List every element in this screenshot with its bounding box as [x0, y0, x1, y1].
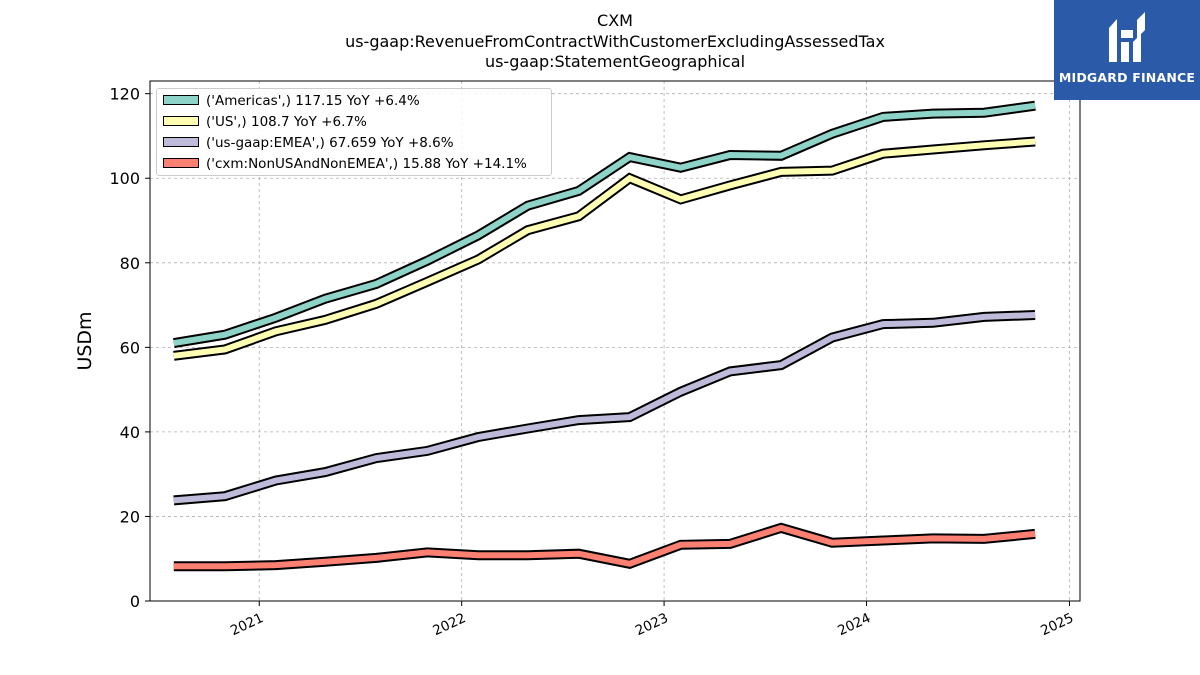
legend-label-us: ('US',) 108.7 YoY +6.7%	[206, 114, 367, 130]
y-tick-label: 80	[120, 254, 140, 273]
chart-title-line-2: us-gaap:RevenueFromContractWithCustomerE…	[345, 32, 885, 51]
logo-text: MIDGARD FINANCE	[1058, 70, 1196, 85]
legend-label-non-us-non-emea: ('cxm:NonUSAndNonEMEA',) 15.88 YoY +14.1…	[206, 156, 527, 172]
legend-swatch-americas	[163, 95, 199, 105]
legend-label-americas: ('Americas',) 117.15 YoY +6.4%	[206, 93, 420, 109]
x-tick-label: 2025	[1038, 610, 1076, 639]
legend-label-emea: ('us-gaap:EMEA',) 67.659 YoY +8.6%	[206, 135, 454, 151]
legend-swatch-us	[163, 116, 199, 126]
midgard-logo-mark-icon	[1109, 12, 1145, 62]
y-tick-label: 60	[120, 338, 140, 357]
legend-swatch-non-us-non-emea	[163, 158, 199, 168]
x-tick-label: 2023	[633, 610, 671, 639]
y-tick-label: 120	[109, 85, 140, 104]
chart-legend: ('Americas',) 117.15 YoY +6.4% ('US',) 1…	[156, 88, 552, 176]
series-line-2	[173, 312, 1036, 504]
axis-ticks: 0 20 40 60 80 100 120 2021 2022 2023 2024 2025	[109, 85, 1076, 639]
legend-swatch-emea	[163, 137, 199, 147]
series-line-1	[173, 138, 1036, 359]
series-outline-2	[173, 310, 1036, 506]
y-tick-label: 40	[120, 423, 140, 442]
y-axis-label: USDm	[74, 311, 96, 370]
chart-title-line-3: us-gaap:StatementGeographical	[484, 52, 746, 71]
x-tick-label: 2022	[430, 610, 468, 639]
chart-title-line-1: CXM	[597, 11, 633, 30]
series-line-0	[173, 102, 1036, 347]
y-tick-label: 20	[120, 507, 140, 526]
y-tick-label: 0	[130, 592, 140, 611]
series-lines	[172, 100, 1036, 572]
midgard-finance-logo: MIDGARD FINANCE	[1054, 0, 1200, 100]
plot-frame	[149, 80, 1081, 602]
x-tick-label: 2021	[228, 610, 266, 639]
series-line-3	[173, 524, 1036, 570]
y-tick-label: 100	[109, 169, 140, 188]
x-tick-label: 2024	[835, 610, 873, 639]
